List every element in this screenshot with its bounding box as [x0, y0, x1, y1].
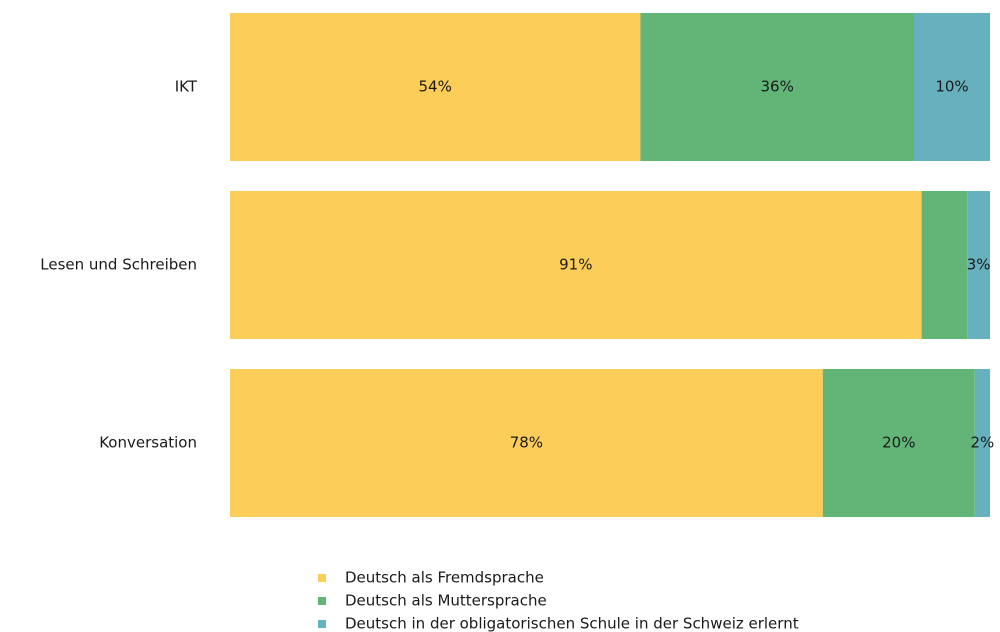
data-label: 2%: [971, 434, 995, 452]
data-label: 78%: [510, 434, 543, 452]
legend-swatch: [318, 620, 326, 628]
bar-segment: [230, 369, 823, 517]
legend-label: Deutsch als Fremdsprache: [345, 569, 544, 587]
category-label: IKT: [175, 78, 198, 96]
bar-segment: [921, 191, 968, 339]
category-label: Lesen und Schreiben: [40, 256, 197, 274]
legend-swatch: [318, 574, 326, 582]
data-label: 54%: [419, 78, 452, 96]
category-label: Konversation: [99, 434, 197, 452]
legend-label: Deutsch als Muttersprache: [345, 592, 547, 610]
bar-segment: [914, 13, 990, 161]
bar-segment: [967, 191, 990, 339]
data-label: 10%: [935, 78, 968, 96]
bar-segment: [974, 369, 990, 517]
data-label: 36%: [761, 78, 794, 96]
bar-segment: [822, 369, 975, 517]
bar-segment: [230, 191, 922, 339]
legend-swatch: [318, 597, 326, 605]
bar-segment: [230, 13, 641, 161]
bar-segment: [640, 13, 914, 161]
legend-label: Deutsch in der obligatorischen Schule in…: [345, 615, 799, 632]
data-label: 3%: [967, 256, 991, 274]
data-label: 91%: [559, 256, 592, 274]
data-label: 20%: [882, 434, 915, 452]
